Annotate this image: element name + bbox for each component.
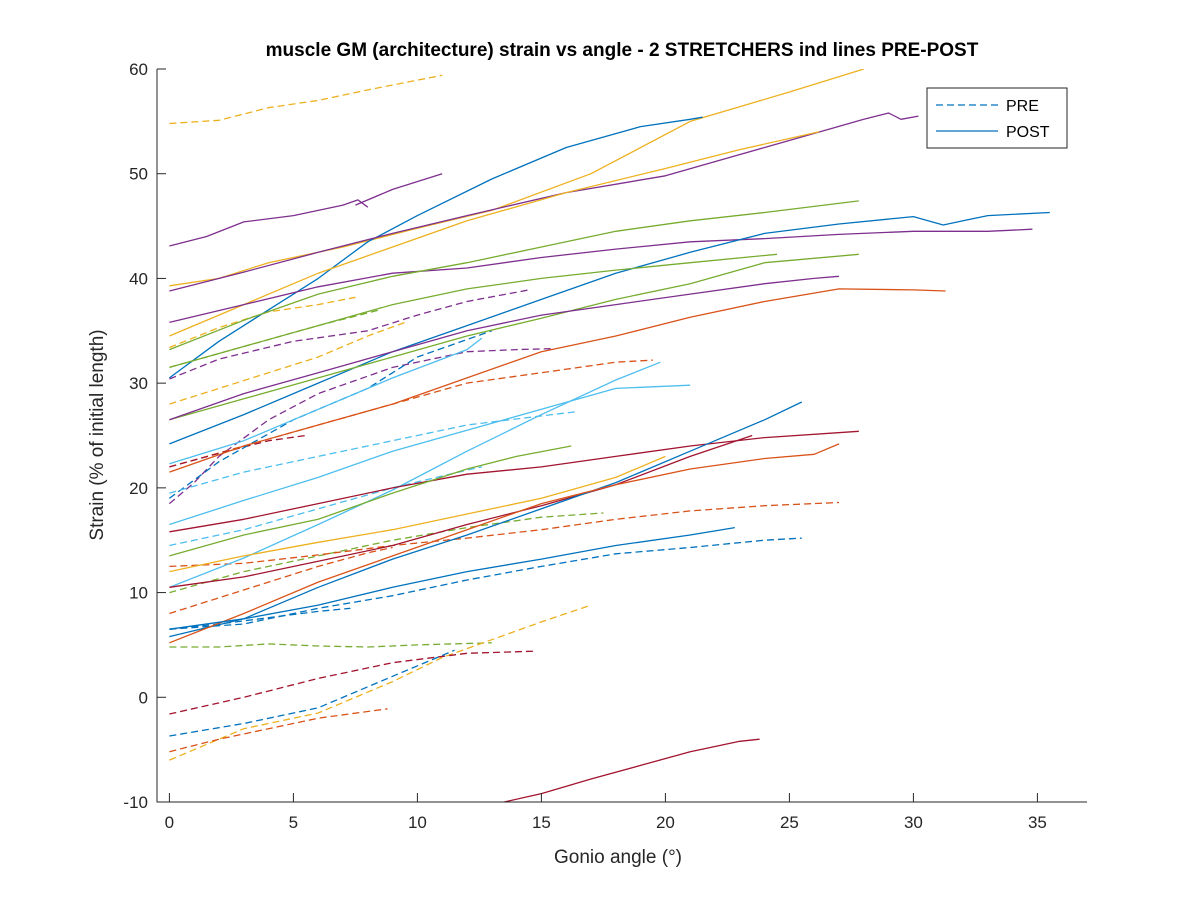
series-line-post-40 [169, 443, 840, 644]
y-tick-label: -10 [123, 793, 148, 812]
series-line-pre-1 [169, 289, 530, 380]
series-line-pre-20 [169, 708, 388, 753]
y-tick-label: 10 [129, 584, 148, 603]
series-line-post-41 [169, 455, 666, 573]
x-tick-label: 15 [532, 813, 551, 832]
series-line-pre-9 [169, 410, 579, 494]
series-line-pre-11 [169, 512, 604, 594]
x-axis-label: Gonio angle (°) [554, 847, 682, 868]
legend-post-label: POST [1006, 124, 1050, 141]
series-line-post-36 [169, 361, 661, 588]
x-tick-label: 25 [780, 813, 799, 832]
series-line-post-30 [169, 253, 778, 369]
series-line-post-42 [169, 445, 572, 557]
series-line-post-26 [169, 131, 820, 337]
series-line-post-38 [169, 434, 753, 588]
series-line-post-31 [169, 253, 859, 421]
chart-title: muscle GM (architecture) strain vs angle… [266, 40, 979, 61]
legend-pre-label: PRE [1006, 98, 1039, 115]
x-tick-label: 30 [904, 813, 923, 832]
series-line-pre-15 [169, 607, 351, 630]
series-line-post-25 [169, 112, 919, 292]
x-tick-label: 10 [408, 813, 427, 832]
series-layer [168, 69, 1050, 802]
series-line-post-33 [169, 275, 840, 421]
series-line-pre-19 [169, 649, 455, 737]
series-line-post-21 [169, 199, 369, 247]
y-tick-label: 60 [129, 60, 148, 79]
series-line-post-32 [169, 288, 946, 473]
series-line-pre-13 [169, 546, 393, 615]
series-line-post-43 [169, 526, 735, 630]
y-tick-label: 40 [129, 269, 148, 288]
legend-box [926, 87, 1068, 149]
series-line-post-37 [169, 430, 859, 533]
series-line-post-39 [169, 401, 803, 638]
x-tick-label: 20 [656, 813, 675, 832]
series-line-post-23 [169, 69, 864, 287]
series-line-post-22 [355, 173, 443, 206]
legend: PRE POST [926, 87, 1068, 149]
series-line-pre-16 [169, 642, 492, 648]
series-line-post-28 [169, 200, 859, 351]
ticks-layer: 0 5 10 15 20 25 30 35 -10 0 10 20 30 40 50 60 [123, 60, 1046, 832]
y-tick-label: 20 [129, 479, 148, 498]
x-tick-label: 5 [289, 813, 298, 832]
y-tick-label: 30 [129, 374, 148, 393]
x-tick-label: 35 [1028, 813, 1047, 832]
x-tick-label: 0 [165, 813, 174, 832]
series-line-post-27 [169, 228, 1033, 324]
series-line-post-34 [169, 384, 691, 526]
series-line-pre-12 [169, 501, 840, 568]
series-line-post-29 [169, 211, 1050, 445]
y-tick-label: 50 [129, 165, 148, 184]
y-tick-label: 0 [139, 688, 148, 707]
series-line-pre-5 [168, 347, 554, 505]
series-line-pre-18 [169, 650, 535, 715]
series-line-post-24 [169, 116, 703, 379]
series-line-pre-0 [169, 74, 443, 125]
series-line-pre-10 [169, 466, 483, 547]
series-line-post-35 [169, 337, 483, 465]
series-line-pre-17 [169, 604, 592, 761]
y-axis-label: Strain (% of initial length) [87, 329, 108, 540]
